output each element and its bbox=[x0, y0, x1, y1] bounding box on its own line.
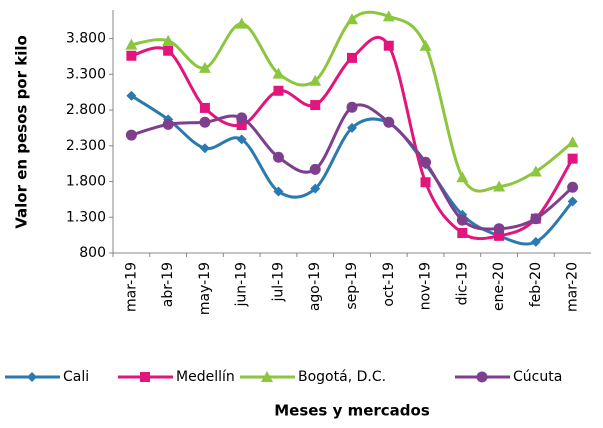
marker bbox=[126, 50, 137, 61]
marker bbox=[140, 372, 150, 382]
marker bbox=[420, 177, 431, 188]
x-tick-label: jun-19 bbox=[234, 262, 250, 308]
marker bbox=[529, 165, 542, 177]
marker bbox=[347, 122, 357, 133]
marker bbox=[346, 13, 358, 25]
x-axis-title: Meses y mercados bbox=[274, 402, 430, 420]
marker bbox=[309, 163, 321, 175]
marker bbox=[273, 85, 284, 96]
marker bbox=[383, 40, 394, 51]
marker bbox=[456, 214, 468, 226]
x-tick-label: ago-19 bbox=[307, 262, 323, 311]
marker bbox=[457, 227, 468, 238]
marker bbox=[420, 156, 432, 168]
marker bbox=[126, 90, 137, 101]
marker bbox=[273, 186, 284, 197]
y-tick-label: 3.300 bbox=[66, 66, 106, 82]
marker bbox=[236, 120, 247, 131]
series-line bbox=[130, 94, 574, 246]
marker bbox=[310, 100, 321, 111]
marker bbox=[235, 17, 248, 29]
marker bbox=[162, 118, 174, 130]
marker bbox=[27, 372, 37, 382]
marker bbox=[261, 371, 273, 382]
legend-label: Cali bbox=[63, 369, 89, 385]
x-tick-label: may-19 bbox=[197, 262, 213, 315]
marker bbox=[163, 45, 174, 56]
marker bbox=[125, 129, 137, 141]
x-tick-label: abr-19 bbox=[160, 262, 176, 307]
marker bbox=[272, 151, 284, 163]
marker bbox=[493, 180, 506, 192]
marker bbox=[346, 101, 358, 113]
marker bbox=[567, 153, 578, 164]
series-line bbox=[131, 10, 574, 193]
marker bbox=[199, 116, 211, 128]
x-tick-label: dic-19 bbox=[454, 262, 470, 305]
marker bbox=[383, 116, 395, 128]
marker bbox=[236, 134, 247, 145]
marker bbox=[566, 136, 579, 148]
legend-label: Bogotá, D.C. bbox=[298, 369, 386, 385]
marker bbox=[198, 61, 211, 73]
marker bbox=[199, 102, 210, 113]
marker bbox=[162, 34, 175, 46]
x-tick-label: sep-19 bbox=[344, 262, 360, 310]
marker bbox=[456, 171, 469, 183]
marker bbox=[476, 371, 488, 383]
marker bbox=[310, 183, 321, 194]
x-tick-label: feb-20 bbox=[528, 262, 544, 307]
marker bbox=[493, 223, 505, 235]
marker bbox=[530, 236, 541, 247]
marker bbox=[530, 213, 542, 225]
marker bbox=[309, 74, 322, 86]
y-tick-label: 800 bbox=[79, 245, 106, 261]
marker bbox=[567, 196, 578, 207]
marker bbox=[236, 112, 248, 124]
x-tick-label: oct-19 bbox=[381, 262, 397, 307]
y-tick-label: 2.300 bbox=[66, 138, 106, 154]
x-tick-label: nov-19 bbox=[418, 262, 434, 310]
y-axis-title: Valor en pesos por kilo bbox=[13, 35, 31, 229]
marker bbox=[382, 10, 395, 22]
marker bbox=[419, 39, 432, 51]
marker bbox=[272, 67, 285, 79]
y-tick-label: 1.800 bbox=[66, 174, 106, 190]
marker bbox=[199, 143, 210, 154]
x-tick-label: jul-19 bbox=[270, 262, 286, 303]
y-tick-label: 2.800 bbox=[66, 102, 106, 118]
x-tick-label: mar-20 bbox=[565, 262, 581, 312]
legend-label: Medellín bbox=[176, 369, 235, 385]
marker bbox=[494, 230, 505, 241]
marker bbox=[125, 38, 138, 50]
legend-label: Cúcuta bbox=[513, 369, 562, 385]
x-tick-label: mar-19 bbox=[123, 262, 139, 312]
marker bbox=[347, 52, 357, 63]
x-tick-label: ene-20 bbox=[491, 262, 507, 311]
y-tick-label: 1.300 bbox=[66, 209, 106, 225]
marker bbox=[567, 181, 579, 193]
y-tick-label: 3.800 bbox=[66, 31, 106, 47]
